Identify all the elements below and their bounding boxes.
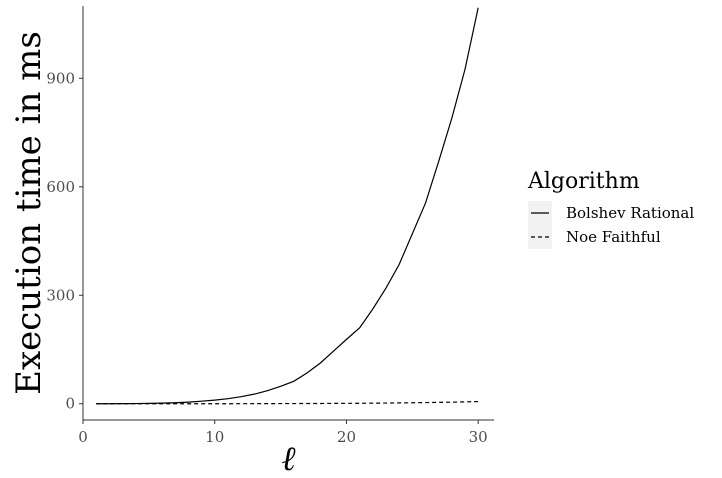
x-tick-label: 30 <box>469 428 488 446</box>
legend: Algorithm Bolshev Rational Noe Faithful <box>527 169 694 249</box>
x-tick-label: 10 <box>205 428 224 446</box>
legend-title: Algorithm <box>527 169 640 194</box>
legend-label: Bolshev Rational <box>566 204 694 222</box>
legend-label: Noe Faithful <box>566 228 661 246</box>
x-tick-label: 0 <box>78 428 88 446</box>
y-tick-label: 300 <box>46 286 75 304</box>
y-tick-label: 600 <box>46 178 75 196</box>
axes <box>82 6 494 421</box>
legend-items: Bolshev Rational Noe Faithful <box>528 201 694 249</box>
y-tick-label: 0 <box>65 395 75 413</box>
series-lines <box>96 7 479 405</box>
series-line-2 <box>96 400 479 405</box>
y-axis-title: Execution time in ms <box>9 31 49 395</box>
x-axis-title: ℓ <box>281 439 295 478</box>
series-line-1 <box>96 7 479 405</box>
x-tick-label: 20 <box>337 428 356 446</box>
y-tick-label: 900 <box>46 69 75 87</box>
axis-ticks: 0 300 600 900 0 10 20 30 <box>46 69 487 446</box>
